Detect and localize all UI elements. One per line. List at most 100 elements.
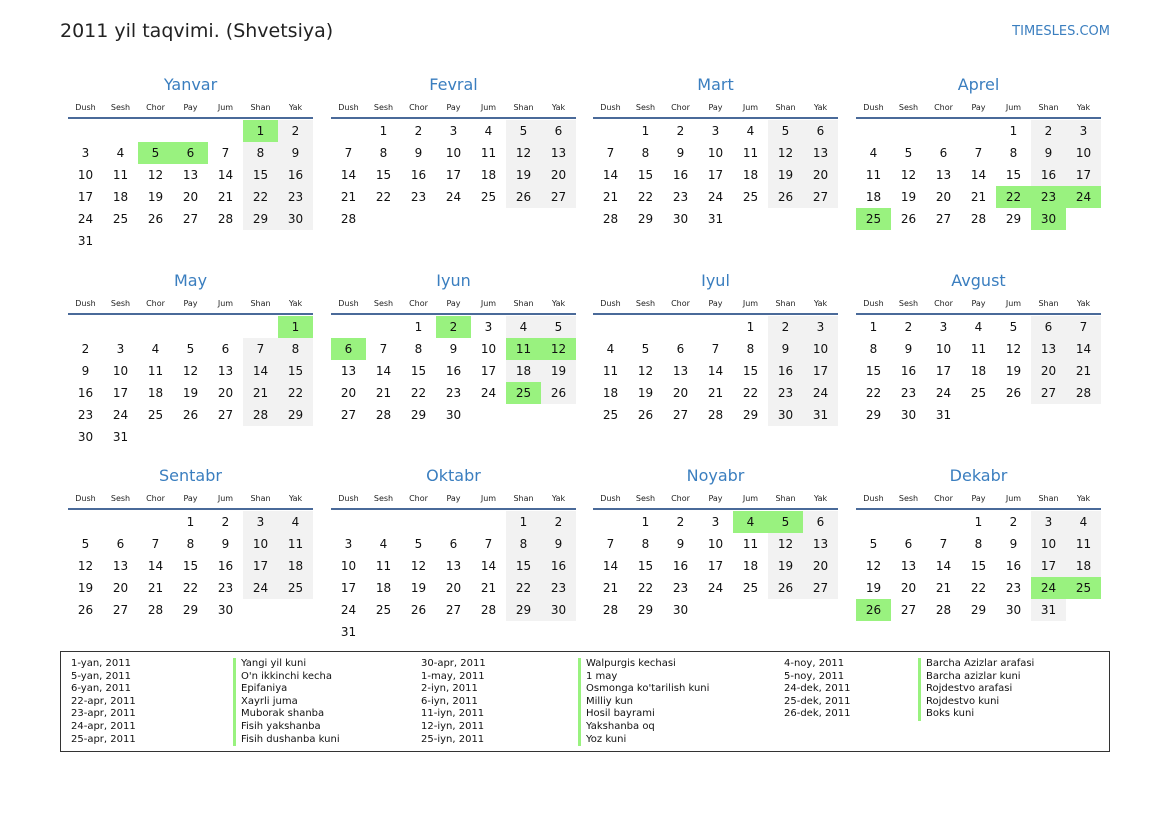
day-cell: 2 — [1009, 515, 1018, 529]
day-cell: 23 — [672, 190, 689, 204]
day-cell: 2 — [768, 316, 803, 338]
month-title: Iyul — [701, 271, 730, 290]
day-cell: 25 — [970, 386, 987, 400]
day-cell: 2 — [414, 124, 423, 138]
day-cell: 14 — [970, 168, 987, 182]
empty-cell — [138, 120, 173, 142]
holiday-day-cell: 25 — [1066, 577, 1101, 599]
site-link[interactable]: TIMESLES.COM — [1012, 24, 1110, 39]
holiday-day-cell: 2 — [436, 316, 471, 338]
holiday-date: 1-yan, 2011 — [71, 658, 131, 669]
day-cell: 26 — [77, 603, 94, 617]
day-cell: 4 — [1066, 511, 1101, 533]
day-cell: 17 — [77, 190, 94, 204]
weekday-label: Chor — [409, 102, 428, 112]
weekday-label: Shan — [1038, 298, 1059, 308]
holiday-date: 5-yan, 2011 — [71, 670, 131, 682]
day-cell: 7 — [606, 537, 615, 551]
weekday-label: Sesh — [110, 298, 131, 308]
day-cell: 23 — [278, 186, 313, 208]
day-cell: 27 — [340, 408, 357, 422]
day-cell: 13 — [1031, 338, 1066, 360]
weekday-label: Yak — [813, 493, 828, 503]
month-noyabr: Noyabr Dush Sesh Chor Pay Jum Shan Yak 1 2 3 4 5 6 7 8 9… — [593, 464, 838, 621]
day-cell: 10 — [1031, 533, 1066, 555]
day-cell: 1 — [869, 320, 878, 334]
day-cell: 3 — [939, 320, 948, 334]
month-avgust: Avgust Dush Sesh Chor Pay Jum Shan Yak 1 2 3 4 5 6 7 8 9… — [856, 269, 1101, 426]
weekday-label: Dush — [863, 493, 884, 503]
day-cell: 5 — [186, 342, 195, 356]
day-cell: 9 — [676, 537, 685, 551]
legend-names-column: Walpurgis kechasi 1 may Osmonga ko'tarilis… — [578, 658, 709, 747]
day-cell: 2 — [81, 342, 90, 356]
day-cell: 24 — [243, 577, 278, 599]
day-cell: 9 — [221, 537, 230, 551]
day-cell: 6 — [904, 537, 913, 551]
day-cell: 28 — [1066, 382, 1101, 404]
day-cell: 14 — [602, 168, 619, 182]
day-cell: 20 — [217, 386, 234, 400]
weekday-label: Pay — [971, 298, 986, 308]
day-cell: 11 — [865, 168, 882, 182]
day-cell: 26 — [768, 577, 803, 599]
holiday-day-cell: 23 — [1031, 186, 1066, 208]
day-cell: 27 — [803, 577, 838, 599]
month-fevral: Fevral Dush Sesh Chor Pay Jum Shan Yak 1 2 3 4 5 6 7 8 9… — [331, 73, 576, 230]
day-cell: 12 — [147, 168, 164, 182]
empty-cell — [103, 316, 138, 338]
day-cell: 14 — [935, 559, 952, 573]
holiday-name: Epifaniya — [233, 683, 340, 696]
empty-cell — [628, 316, 663, 338]
day-cell: 29 — [742, 408, 759, 422]
month-dekabr: Dekabr Dush Sesh Chor Pay Jum Shan Yak 1 2 3 4 5 6 7 8 9… — [856, 464, 1101, 621]
weekday-label: Jum — [480, 102, 497, 112]
weekday-label: Pay — [971, 493, 986, 503]
weekday-label: Pay — [971, 102, 986, 112]
day-cell: 14 — [243, 360, 278, 382]
holiday-name: Yangi yil kuni — [233, 658, 340, 671]
day-cell: 28 — [480, 603, 497, 617]
empty-cell — [331, 316, 366, 338]
day-cell: 18 — [278, 555, 313, 577]
day-cell: 15 — [742, 364, 759, 378]
day-cell: 17 — [445, 168, 462, 182]
holiday-day-cell: 5 — [138, 142, 173, 164]
weekday-label: Jum — [742, 102, 759, 112]
day-cell: 25 — [742, 190, 759, 204]
day-cell: 18 — [865, 190, 882, 204]
day-cell: 21 — [602, 581, 619, 595]
day-cell: 13 — [182, 168, 199, 182]
day-cell: 3 — [116, 342, 125, 356]
day-cell: 16 — [77, 386, 94, 400]
day-cell: 23 — [410, 190, 427, 204]
day-cell: 19 — [637, 386, 654, 400]
day-cell: 15 — [865, 364, 882, 378]
day-cell: 10 — [77, 168, 94, 182]
day-cell: 6 — [803, 120, 838, 142]
day-cell: 21 — [935, 581, 952, 595]
day-cell: 1 — [746, 320, 755, 334]
empty-cell — [103, 511, 138, 533]
day-cell: 22 — [637, 190, 654, 204]
day-cell: 31 — [707, 212, 724, 226]
day-cell: 29 — [1005, 212, 1022, 226]
day-cell: 12 — [768, 142, 803, 164]
weekday-label: Dush — [338, 493, 359, 503]
day-cell: 12 — [865, 559, 882, 573]
day-cell: 4 — [606, 342, 615, 356]
day-cell: 18 — [1066, 555, 1101, 577]
holiday-date: 25-apr, 2011 — [71, 733, 136, 745]
day-cell: 1 — [506, 511, 541, 533]
day-cell: 28 — [243, 404, 278, 426]
day-cell: 29 — [243, 208, 278, 230]
day-cell: 13 — [217, 364, 234, 378]
holiday-name: Barcha azizlar kuni — [918, 670, 1034, 684]
day-cell: 8 — [641, 146, 650, 160]
day-cell: 17 — [1031, 555, 1066, 577]
day-cell: 9 — [541, 533, 576, 555]
day-cell: 15 — [243, 164, 278, 186]
day-cell: 14 — [340, 168, 357, 182]
day-cell: 18 — [970, 364, 987, 378]
weekday-label: Sesh — [635, 102, 656, 112]
